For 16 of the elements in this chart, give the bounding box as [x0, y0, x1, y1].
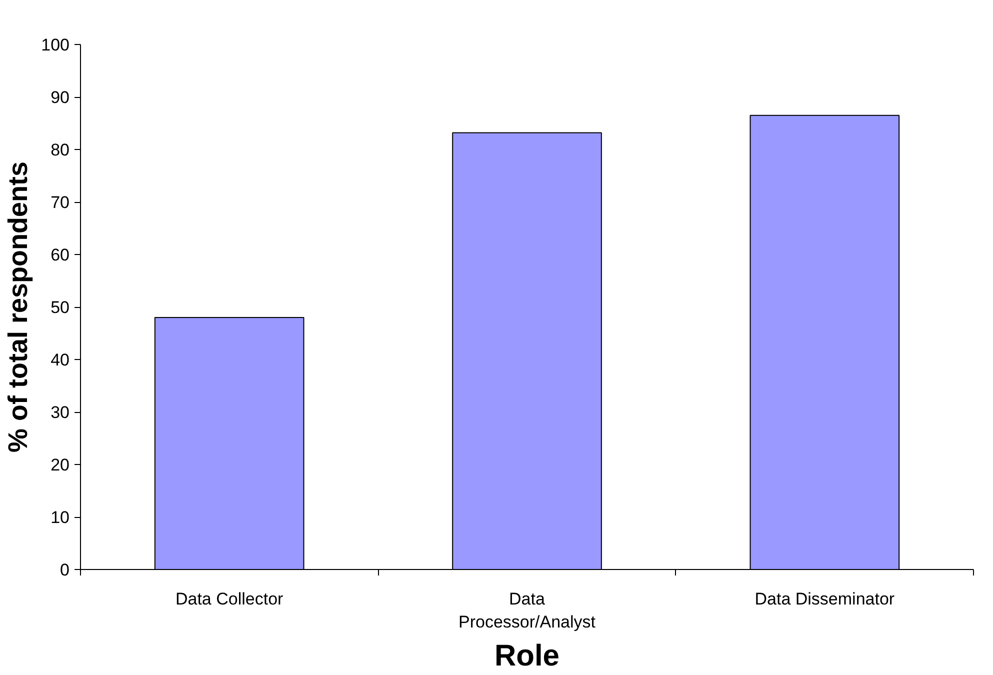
- y-tick-label: 0: [60, 560, 70, 580]
- y-tick-label: 80: [50, 140, 70, 160]
- y-tick-label: 20: [50, 456, 70, 474]
- x-axis-title: Role: [494, 639, 560, 672]
- y-tick-label: 10: [50, 508, 70, 527]
- y-tick-label: 70: [50, 193, 70, 212]
- y-tick-label: 30: [50, 403, 70, 422]
- x-tick-label: Data Processor/Analyst: [458, 590, 596, 632]
- y-tick-label: 50: [50, 298, 70, 317]
- y-tick-label: 60: [50, 246, 70, 264]
- x-tick-label: Data Disseminator: [754, 590, 895, 608]
- y-tick-label: 40: [50, 350, 70, 370]
- y-tick-label: 90: [50, 88, 70, 107]
- x-tick-label: Data Collector: [175, 590, 284, 608]
- y-axis-title: % of total respondents: [3, 161, 34, 453]
- y-tick-label: 100: [41, 36, 70, 54]
